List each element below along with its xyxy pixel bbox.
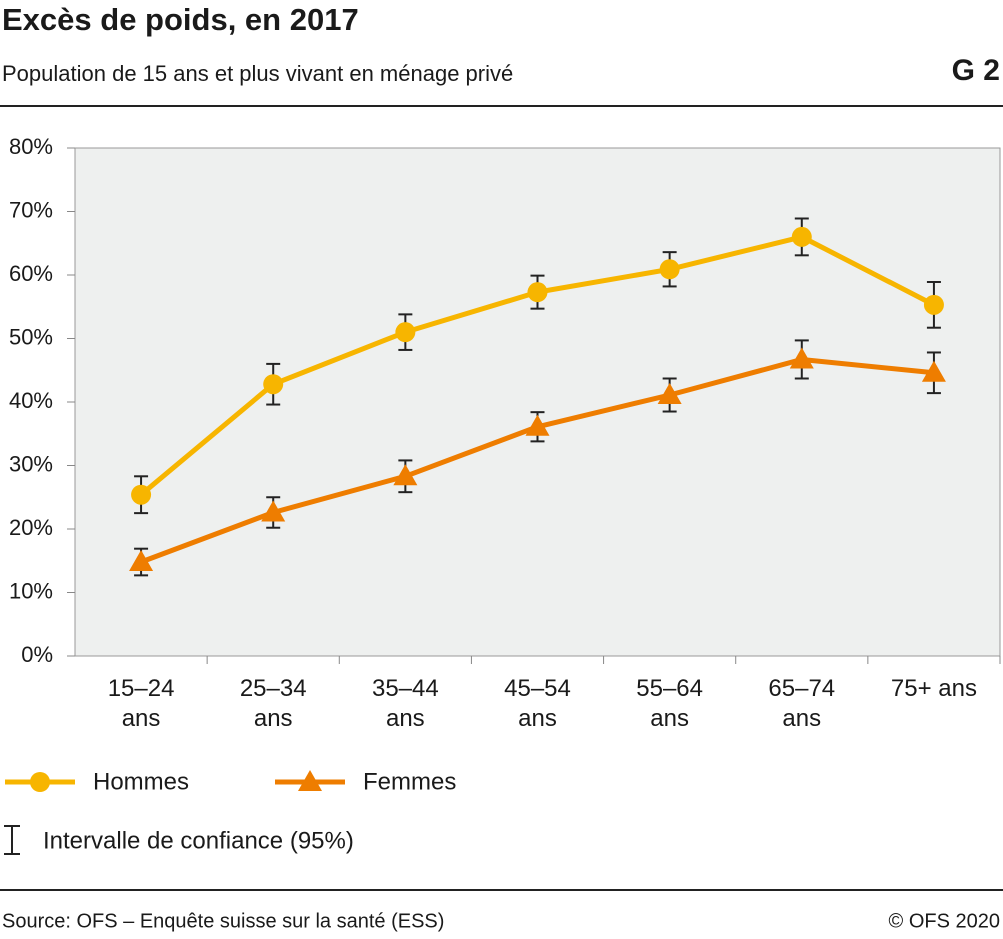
point <box>393 464 418 486</box>
point <box>657 383 682 405</box>
x-tick-label: 25–34 ans <box>239 675 307 732</box>
point <box>921 360 946 382</box>
y-tick-label: 0% <box>21 642 53 667</box>
chart-title: Excès de poids, en 2017 <box>2 2 359 37</box>
y-tick-label: 50% <box>9 324 53 349</box>
y-tick-label: 80% <box>9 134 53 159</box>
y-tick-label: 20% <box>9 515 53 540</box>
chart-subtitle: Population de 15 ans et plus vivant en m… <box>2 61 513 86</box>
x-tick-label: 75+ ans <box>890 675 977 702</box>
source: Source: OFS – Enquête suisse sur la sant… <box>2 910 444 932</box>
y-tick-label: 40% <box>9 388 53 413</box>
point <box>298 770 322 791</box>
x-tick-label: 55–64 ans <box>636 675 704 732</box>
point <box>395 322 416 343</box>
plot-area <box>74 147 1001 657</box>
point <box>129 550 154 572</box>
legend-label: Femmes <box>363 768 456 795</box>
point <box>659 259 680 280</box>
ci-icon <box>4 825 20 855</box>
y-tick-label: 60% <box>9 261 53 286</box>
y-tick-label: 30% <box>9 451 53 476</box>
copyright: © OFS 2020 <box>889 910 1000 932</box>
x-tick-label: 35–44 ans <box>371 675 439 732</box>
y-tick-label: 10% <box>9 578 53 603</box>
point <box>923 294 944 315</box>
point <box>527 282 548 303</box>
point <box>791 226 812 247</box>
point <box>261 500 286 522</box>
point <box>525 414 550 436</box>
x-tick-label: 15–24 ans <box>107 675 175 732</box>
point <box>30 772 50 792</box>
y-tick-label: 70% <box>9 197 53 222</box>
x-tick-label: 45–54 ans <box>504 675 571 732</box>
point <box>789 347 814 369</box>
point <box>131 484 152 505</box>
ci-label: Intervalle de confiance (95%) <box>43 827 354 854</box>
x-tick-label: 65–74 ans <box>768 675 836 732</box>
chart-id: G 2 <box>952 54 1000 87</box>
legend-label: Hommes <box>93 768 189 795</box>
point <box>263 374 284 395</box>
